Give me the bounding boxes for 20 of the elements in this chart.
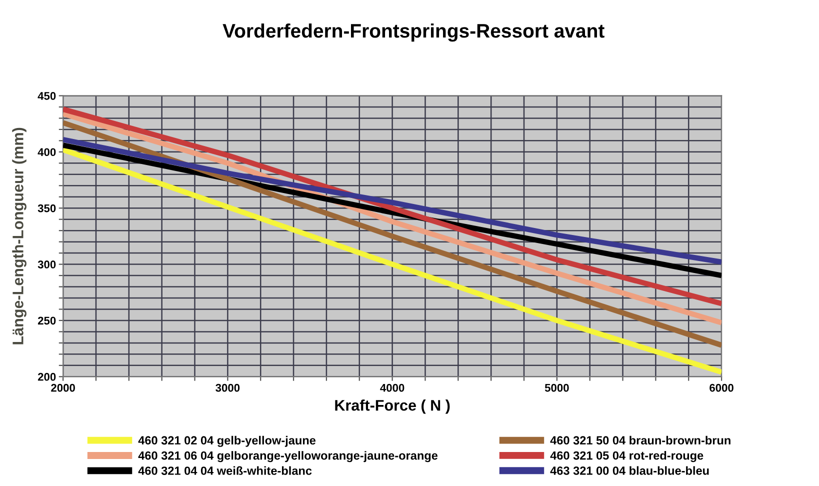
legend-label: 463 321 00 04 blau-blue-bleu [550, 466, 709, 475]
chart-title: Vorderfedern-Frontsprings-Ressort avant [222, 23, 604, 42]
x-tick-label: 6000 [710, 384, 734, 392]
legend-label: 460 321 05 04 rot-red-rouge [550, 451, 704, 462]
y-tick-label: 250 [38, 316, 56, 325]
y-axis-title: Länge-Length-Longueur (mm) [12, 128, 26, 344]
legend-label: 460 321 02 04 gelb-yellow-jaune [138, 436, 316, 447]
x-tick-label: 3000 [216, 384, 240, 392]
y-tick-label: 300 [38, 260, 56, 268]
legend-label: 460 321 06 04 gelborange-yelloworange-jaune-orange [138, 451, 438, 462]
y-tick-label: 350 [38, 204, 56, 212]
x-tick-label: 5000 [544, 384, 569, 392]
y-tick-label: 450 [38, 92, 56, 100]
y-tick-label: 400 [38, 148, 56, 156]
x-axis-title: Kraft-Force ( N ) [335, 400, 450, 414]
legend-label: 460 321 04 04 weiß-white-blanc [138, 466, 312, 475]
legend-label: 460 321 50 04 braun-brown-brun [550, 436, 730, 445]
x-tick-label: 2000 [51, 384, 75, 392]
x-tick-label: 4000 [380, 384, 404, 392]
y-tick-label: 200 [38, 372, 56, 381]
